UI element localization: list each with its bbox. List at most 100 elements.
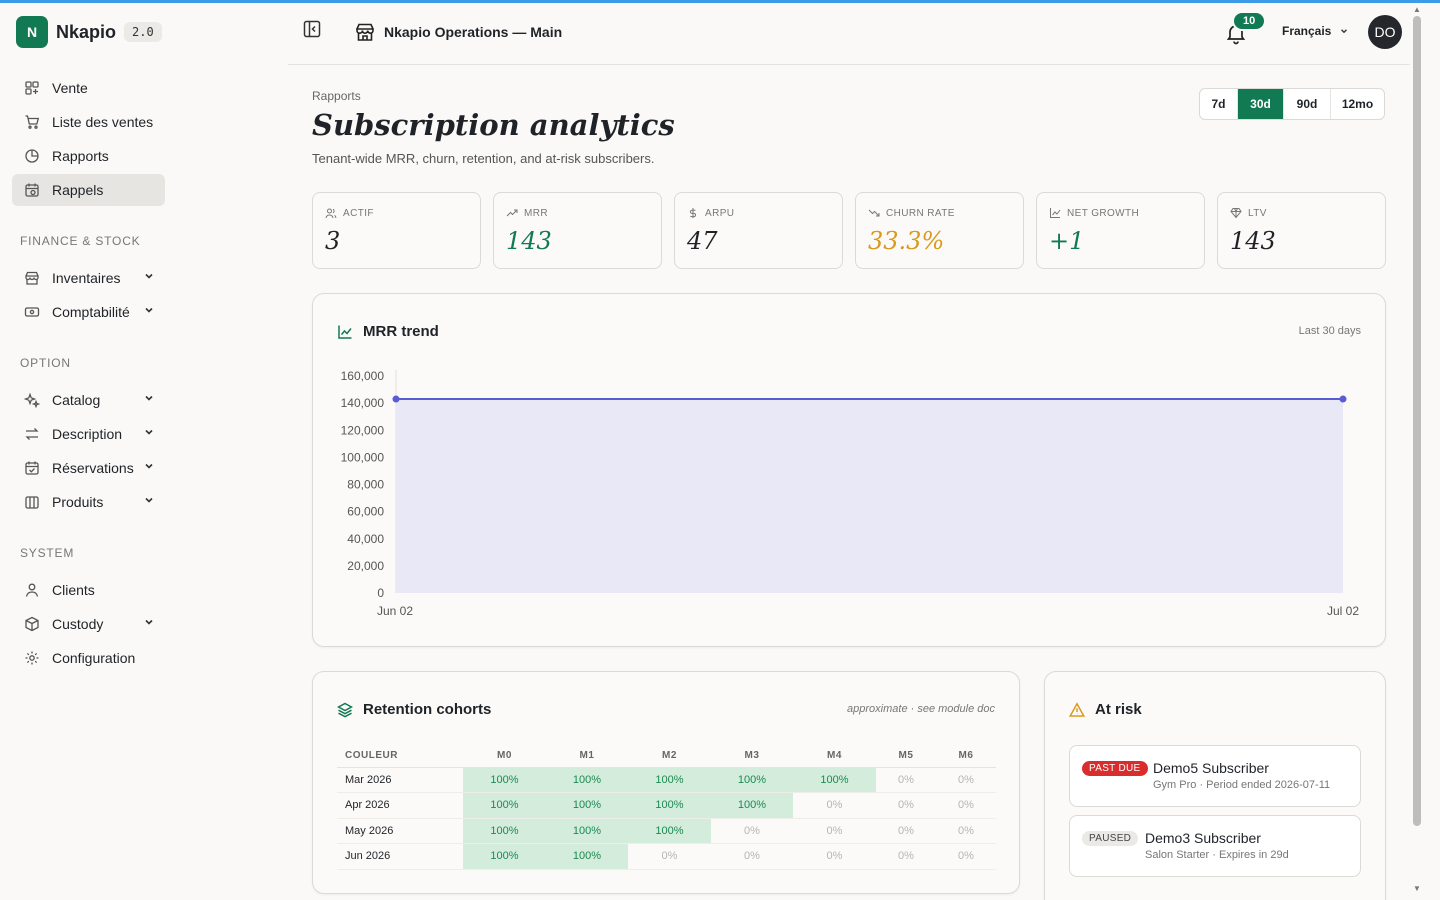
mrr-trend-card: MRR trend Last 30 days 160,000 140,000 120… [312, 293, 1386, 647]
store-icon [356, 23, 374, 41]
cohort-label: Mar 2026 [337, 767, 463, 793]
chevron-down-icon [145, 497, 153, 503]
sidebar-item-label: Rapports [52, 148, 109, 164]
date-range-toggle: 7d 30d 90d 12mo [1199, 88, 1385, 120]
sidebar-item-reservations[interactable]: Réservations [12, 452, 165, 484]
at-risk-item[interactable]: PAST DUE Demo5 Subscriber Gym Pro · Peri… [1069, 745, 1361, 807]
y-tick-label: 20,000 [347, 559, 384, 573]
scroll-down-arrow[interactable]: ▼ [1413, 884, 1421, 893]
retention-table: COULEUR M0 M1 M2 M3 M4 M5 M6 Mar 2026 10… [337, 745, 996, 870]
retention-cohorts-card: Retention cohorts approximate · see modu… [312, 671, 1020, 894]
layers-icon [337, 702, 353, 718]
y-tick-label: 0 [377, 586, 384, 600]
subscriber-meta: Gym Pro · Period ended 2026-07-11 [1153, 779, 1331, 791]
x-tick-label: Jun 02 [377, 604, 413, 618]
section-label-system: SYSTEM [20, 546, 75, 560]
sidebar-item-configuration[interactable]: Configuration [12, 642, 165, 674]
y-tick-label: 100,000 [341, 450, 385, 464]
scrollbar-thumb[interactable] [1413, 16, 1421, 826]
at-risk-item[interactable]: PAUSED Demo3 Subscriber Salon Starter · … [1069, 815, 1361, 877]
range-30d-button[interactable]: 30d [1238, 89, 1284, 119]
sidebar-item-description[interactable]: Description [12, 418, 165, 450]
sidebar-item-catalog[interactable]: Catalog [12, 384, 165, 416]
column-header: M1 [546, 745, 628, 768]
cohort-label: Apr 2026 [337, 792, 463, 819]
sidebar-item-clients[interactable]: Clients [12, 574, 165, 606]
main-nav: Vente Liste des ventes Rapports Rappels [12, 72, 165, 208]
trend-down-icon [868, 209, 880, 217]
subscriber-name: Demo5 Subscriber [1153, 760, 1269, 776]
y-tick-label: 40,000 [347, 532, 384, 546]
language-selector[interactable]: Français [1282, 24, 1349, 38]
chevron-down-icon [145, 273, 153, 279]
retention-cell: 100% [628, 792, 711, 819]
option-nav: Catalog Description Réservations Produit… [12, 384, 165, 520]
retention-card-note: approximate · see module doc [847, 703, 995, 715]
brand-name: Nkapio [56, 21, 117, 42]
column-header: M2 [628, 745, 711, 768]
range-7d-button[interactable]: 7d [1200, 89, 1238, 119]
mrr-data-point [392, 395, 400, 403]
chevron-down-icon [145, 395, 153, 401]
retention-cell: 100% [463, 792, 546, 819]
avatar[interactable]: DO [1368, 15, 1402, 49]
sidebar-item-custody[interactable]: Custody [12, 608, 165, 640]
kpi-label: CHURN RATE [886, 207, 955, 219]
scroll-up-arrow[interactable]: ▲ [1413, 5, 1421, 14]
version-badge: 2.0 [124, 22, 162, 42]
kpi-label: ACTIF [343, 207, 374, 219]
sidebar-item-comptabilite[interactable]: Comptabilité [12, 296, 165, 328]
kpi-value: 47 [687, 227, 718, 255]
sidebar-item-rapports[interactable]: Rapports [12, 140, 165, 172]
range-90d-button[interactable]: 90d [1284, 89, 1331, 119]
retention-cell: 0% [936, 792, 996, 819]
brand[interactable]: N Nkapio 2.0 [16, 16, 162, 48]
status-badge: PAUSED [1082, 831, 1139, 846]
y-tick-label: 160,000 [341, 369, 385, 383]
calendar-check-icon [24, 460, 40, 476]
box-icon [24, 616, 40, 632]
at-risk-card: At risk PAST DUE Demo5 Subscriber Gym Pr… [1044, 671, 1386, 900]
table-header-row: COULEUR M0 M1 M2 M3 M4 M5 M6 [337, 745, 996, 768]
breadcrumb[interactable]: Rapports [312, 89, 361, 103]
top-accent-line [0, 0, 1440, 3]
column-header: COULEUR [337, 745, 463, 768]
sidebar-toggle-icon[interactable] [302, 19, 322, 39]
sidebar-item-label: Clients [52, 582, 95, 598]
sparkles-icon [24, 392, 40, 408]
cohort-label: May 2026 [337, 818, 463, 844]
y-tick-label: 120,000 [341, 423, 385, 437]
kpi-label: ARPU [705, 207, 735, 219]
sidebar-item-inventaires[interactable]: Inventaires [12, 262, 165, 294]
system-nav: Clients Custody Configuration [12, 574, 165, 676]
cohort-label: Jun 2026 [337, 843, 463, 870]
retention-cell: 0% [936, 767, 996, 793]
y-tick-label: 80,000 [347, 478, 384, 492]
brand-logo: N [16, 16, 48, 48]
sidebar-item-rappels[interactable]: Rappels [12, 174, 165, 206]
store-selector[interactable]: Nkapio Operations — Main [354, 21, 562, 43]
retention-cell: 0% [793, 843, 876, 870]
sidebar-item-liste-des-ventes[interactable]: Liste des ventes [12, 106, 165, 138]
mrr-card-title: MRR trend [363, 323, 439, 340]
sidebar-item-vente[interactable]: Vente [12, 72, 165, 104]
mrr-card-range-note: Last 30 days [1298, 325, 1361, 337]
sidebar-item-label: Comptabilité [52, 304, 130, 320]
warning-icon [1069, 701, 1085, 717]
x-tick-label: Jul 02 [1327, 604, 1359, 618]
sidebar-item-label: Description [52, 426, 123, 442]
retention-cell: 0% [876, 843, 936, 870]
dollar-icon [689, 208, 697, 218]
sidebar-item-label: Rappels [52, 182, 104, 198]
retention-cell: 100% [546, 818, 628, 844]
mrr-area [396, 399, 1343, 593]
kpi-value: 143 [506, 227, 552, 255]
sidebar-item-produits[interactable]: Produits [12, 486, 165, 518]
column-header: M0 [463, 745, 546, 768]
table-row: Mar 2026 100% 100% 100% 100% 100% 0% 0% [337, 767, 996, 793]
table-row: Jun 2026 100% 100% 0% 0% 0% 0% 0% [337, 843, 996, 870]
line-chart-icon [338, 325, 352, 339]
chevron-down-icon [145, 429, 153, 435]
column-header: M3 [711, 745, 793, 768]
range-12mo-button[interactable]: 12mo [1341, 97, 1374, 111]
